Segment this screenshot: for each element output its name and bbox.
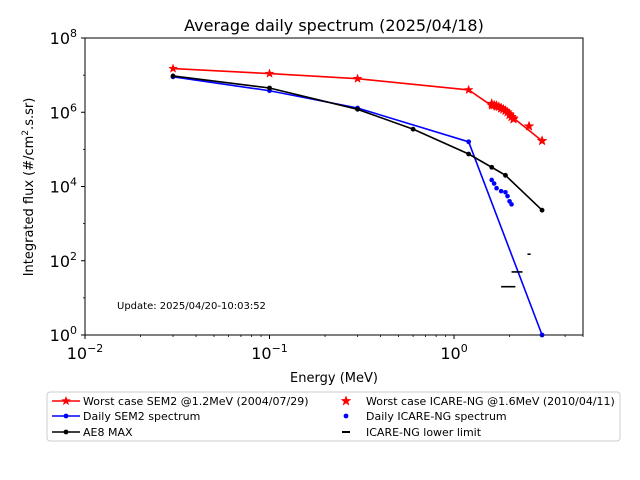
star-marker	[523, 120, 535, 131]
series-1	[170, 74, 545, 338]
x-tick-exponent: −2	[87, 342, 103, 355]
legend-item: ICARE-NG lower limit	[342, 426, 482, 439]
legend-item: Worst case SEM2 @1.2MeV (2004/07/29)	[52, 395, 308, 408]
y-tick-label: 100	[50, 324, 77, 345]
x-tick-exponent: 0	[461, 342, 468, 355]
dot-marker	[509, 202, 514, 207]
legend-item: Daily SEM2 spectrum	[52, 410, 200, 423]
y-tick-base: 10	[50, 103, 70, 122]
legend-label: Worst case ICARE-NG @1.6MeV (2010/04/11)	[366, 395, 615, 408]
y-tick-base: 10	[50, 252, 70, 271]
y-tick-label: 108	[50, 27, 77, 48]
legend-label: Daily SEM2 spectrum	[83, 410, 200, 423]
legend-item: Daily ICARE-NG spectrum	[343, 410, 507, 423]
y-tick-label: 104	[50, 176, 77, 197]
dot-marker	[63, 429, 69, 435]
dot-marker	[498, 188, 504, 194]
dot-marker	[267, 85, 272, 91]
y-tick-exponent: 8	[70, 27, 77, 40]
star-marker	[340, 395, 352, 406]
legend-frame	[46, 391, 621, 442]
star-marker	[352, 73, 363, 83]
plot-frame	[84, 37, 584, 336]
x-tick-base: 10	[67, 344, 87, 363]
y-axis-label-main: Integrated flux (#/cm	[22, 136, 37, 277]
x-axis-label: Energy (MeV)	[290, 371, 378, 386]
dot-marker	[466, 151, 472, 157]
legend-label: AE8 MAX	[83, 426, 133, 439]
x-tick-label: 10−2	[67, 342, 104, 363]
y-tick-exponent: 4	[70, 176, 77, 189]
x-tick-base: 10	[251, 344, 271, 363]
series-4	[489, 177, 514, 207]
dot-marker	[355, 106, 360, 112]
star-marker	[486, 97, 498, 109]
dot-marker	[505, 193, 510, 199]
star-marker	[536, 135, 548, 146]
series-3	[486, 97, 548, 146]
dot-marker	[63, 413, 69, 419]
star-marker	[168, 63, 179, 73]
y-axis-label-tail: .s.sr)	[22, 98, 37, 130]
dot-marker	[343, 413, 349, 419]
star-marker	[264, 68, 275, 78]
star-marker	[508, 113, 519, 124]
legend-items: Worst case SEM2 @1.2MeV (2004/07/29) Dail…	[52, 395, 615, 439]
y-tick-label: 106	[50, 101, 77, 122]
update-annotation: Update: 2025/04/20-10:03:52	[117, 301, 266, 312]
legend-label: Daily ICARE-NG spectrum	[366, 410, 507, 423]
x-tick-exponent: −1	[272, 342, 288, 355]
y-tick-base: 10	[50, 178, 70, 197]
series-layer	[168, 63, 548, 338]
series-5	[501, 253, 531, 288]
dot-marker	[503, 172, 508, 178]
y-tick-exponent: 0	[70, 324, 77, 337]
star-marker	[60, 395, 72, 406]
dot-marker	[491, 181, 497, 186]
legend-label: Worst case SEM2 @1.2MeV (2004/07/29)	[83, 395, 308, 408]
chart-title: Average daily spectrum (2025/04/18)	[184, 16, 484, 35]
legend: Worst case SEM2 @1.2MeV (2004/07/29) Dail…	[46, 391, 621, 442]
y-tick-exponent: 2	[70, 250, 77, 263]
dot-marker	[503, 189, 508, 195]
series-2	[170, 73, 545, 213]
y-axis-label-sup: 2	[21, 130, 31, 136]
y-tick-base: 10	[50, 326, 70, 345]
dot-marker	[489, 177, 494, 183]
y-tick-label: 102	[50, 250, 77, 271]
dot-marker	[410, 126, 416, 132]
x-tick-base: 10	[440, 344, 460, 363]
x-tick-label: 10−1	[251, 342, 288, 363]
star-marker	[463, 84, 474, 95]
legend-item: AE8 MAX	[52, 426, 133, 439]
dot-marker	[539, 207, 545, 213]
x-axis-ticks: 10−2 10−1 100	[67, 335, 584, 363]
legend-label: ICARE-NG lower limit	[366, 426, 482, 439]
dot-marker	[466, 139, 472, 145]
dot-marker	[170, 73, 176, 79]
x-tick-label: 100	[440, 342, 467, 363]
series-line	[172, 76, 543, 336]
series-line	[172, 75, 543, 211]
y-tick-exponent: 6	[70, 101, 77, 114]
legend-item: Worst case ICARE-NG @1.6MeV (2010/04/11)	[340, 395, 615, 408]
dot-marker	[494, 185, 499, 191]
y-tick-base: 10	[50, 29, 70, 48]
dot-marker	[489, 164, 495, 170]
y-axis-label: Integrated flux (#/cm2.s.sr)	[21, 98, 37, 277]
